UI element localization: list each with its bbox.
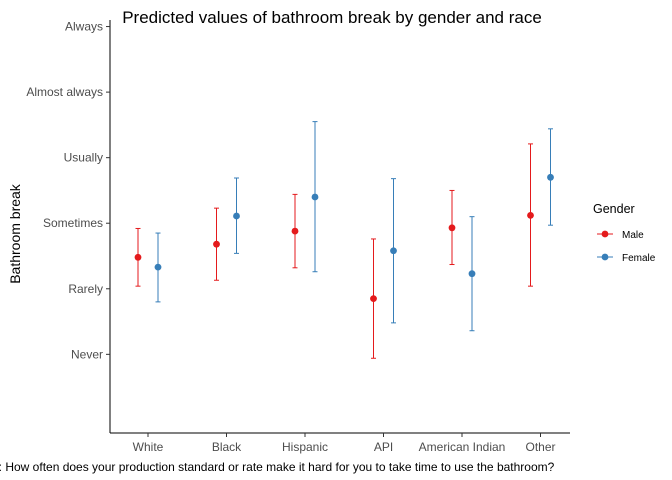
data-point xyxy=(213,240,220,248)
legend-item-female: Female xyxy=(597,253,656,264)
legend-label: Male xyxy=(622,230,644,241)
legend-key-point xyxy=(601,230,609,238)
data-point xyxy=(527,211,534,219)
y-tick-label: Almost always xyxy=(26,85,103,99)
legend: Gender Male Female xyxy=(593,202,656,264)
y-axis: Never Rarely Sometimes Usually Almost always… xyxy=(26,20,111,433)
y-axis-title: Bathroom break xyxy=(7,183,23,284)
data-point xyxy=(448,224,456,232)
x-tick-label: American Indian xyxy=(419,440,506,454)
data-point xyxy=(370,295,377,303)
legend-item-male: Male xyxy=(597,230,644,241)
data-point xyxy=(291,227,299,235)
x-tick-label: API xyxy=(374,440,393,454)
data-point xyxy=(390,247,397,255)
data-point xyxy=(154,263,162,271)
data-point xyxy=(233,212,240,220)
series-female xyxy=(154,121,554,332)
chart-caption: n: How often does your production standa… xyxy=(0,460,555,474)
series-male xyxy=(134,143,534,359)
x-tick-label: Other xyxy=(525,440,555,454)
data-point xyxy=(468,270,476,278)
y-tick-label: Usually xyxy=(64,151,103,165)
x-tick-label: Black xyxy=(212,440,242,454)
data-point xyxy=(311,193,319,201)
legend-key-point xyxy=(601,253,609,261)
data-point xyxy=(134,253,142,261)
x-tick-label: White xyxy=(133,440,164,454)
legend-label: Female xyxy=(622,253,656,264)
y-tick-label: Rarely xyxy=(68,282,103,296)
x-axis: White Black Hispanic API American Indian Othe… xyxy=(110,432,570,454)
y-tick-label: Never xyxy=(71,347,103,361)
chart-title: Predicted values of bathroom break by ge… xyxy=(122,8,542,27)
x-tick-label: Hispanic xyxy=(282,440,328,454)
plot-area xyxy=(134,121,554,359)
y-tick-label: Sometimes xyxy=(43,216,103,230)
y-tick-label: Always xyxy=(65,20,103,34)
data-point xyxy=(547,173,554,181)
legend-title: Gender xyxy=(593,202,635,216)
